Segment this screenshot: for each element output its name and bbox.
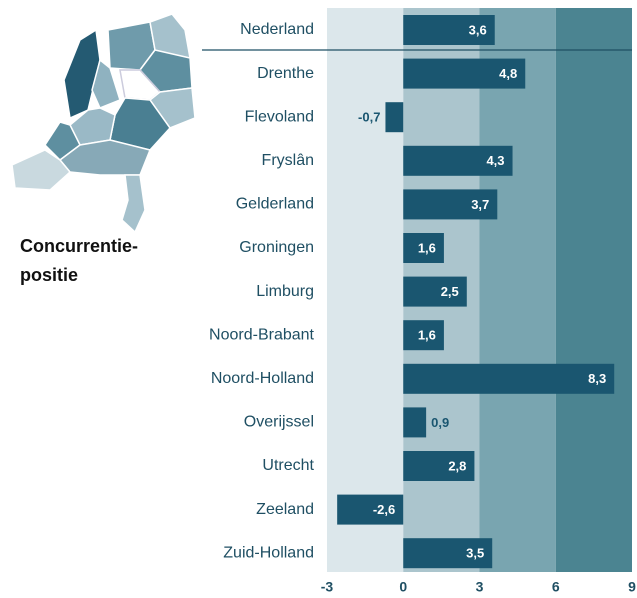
bar: [337, 494, 404, 525]
bar: [403, 233, 444, 263]
value-label: 1,6: [418, 240, 436, 255]
value-label: 3,6: [469, 22, 487, 37]
x-tick-label: 9: [628, 579, 636, 595]
category-label: Utrecht: [262, 457, 314, 474]
map-region: [148, 87, 196, 129]
bar: [403, 451, 475, 481]
bar: [403, 407, 427, 438]
category-label: Gelderland: [236, 196, 314, 213]
value-label: 3,7: [471, 197, 489, 212]
bar: [403, 538, 493, 569]
bar: [403, 58, 526, 89]
value-label: 4,8: [499, 66, 517, 81]
x-tick-label: 6: [552, 579, 560, 595]
category-label: Noord-Brabant: [209, 326, 315, 343]
band: [327, 8, 404, 572]
value-label: -2,6: [373, 502, 395, 517]
value-label: 8,3: [588, 371, 606, 386]
bar: [403, 320, 444, 351]
category-label: Flevoland: [245, 108, 314, 125]
bar: [403, 189, 498, 220]
bar: [403, 276, 467, 307]
map-region: [121, 174, 146, 234]
title-line: Concurrentie-: [20, 236, 138, 256]
bar: [403, 15, 495, 45]
x-tick-label: 0: [399, 579, 407, 595]
value-label: 0,9: [431, 415, 449, 430]
value-label: 4,3: [486, 153, 504, 168]
bar: [403, 363, 615, 394]
category-label: Nederland: [240, 21, 314, 38]
title-line: positie: [20, 265, 78, 285]
x-tick-label: -3: [321, 579, 334, 595]
category-label: Limburg: [256, 283, 314, 300]
band: [479, 8, 556, 572]
value-label: 2,5: [441, 284, 459, 299]
band: [555, 8, 632, 572]
category-label: Zeeland: [256, 501, 314, 518]
value-label: -0,7: [358, 110, 380, 125]
map-region: [11, 149, 72, 191]
category-label: Drenthe: [257, 65, 314, 82]
x-tick-label: 3: [476, 579, 484, 595]
map-region: [63, 28, 101, 120]
bar: [385, 102, 404, 133]
category-label: Groningen: [239, 239, 314, 256]
value-label: 1,6: [418, 328, 436, 343]
map-region: [58, 139, 152, 176]
map: [11, 13, 196, 234]
category-label: Fryslân: [262, 152, 314, 169]
category-label: Zuid-Holland: [223, 544, 314, 561]
category-label: Noord-Holland: [211, 370, 314, 387]
value-label: 2,8: [448, 458, 466, 473]
category-label: Overijssel: [244, 414, 314, 431]
bar: [403, 145, 513, 176]
map-region: [91, 58, 121, 109]
value-label: 3,5: [466, 546, 484, 561]
